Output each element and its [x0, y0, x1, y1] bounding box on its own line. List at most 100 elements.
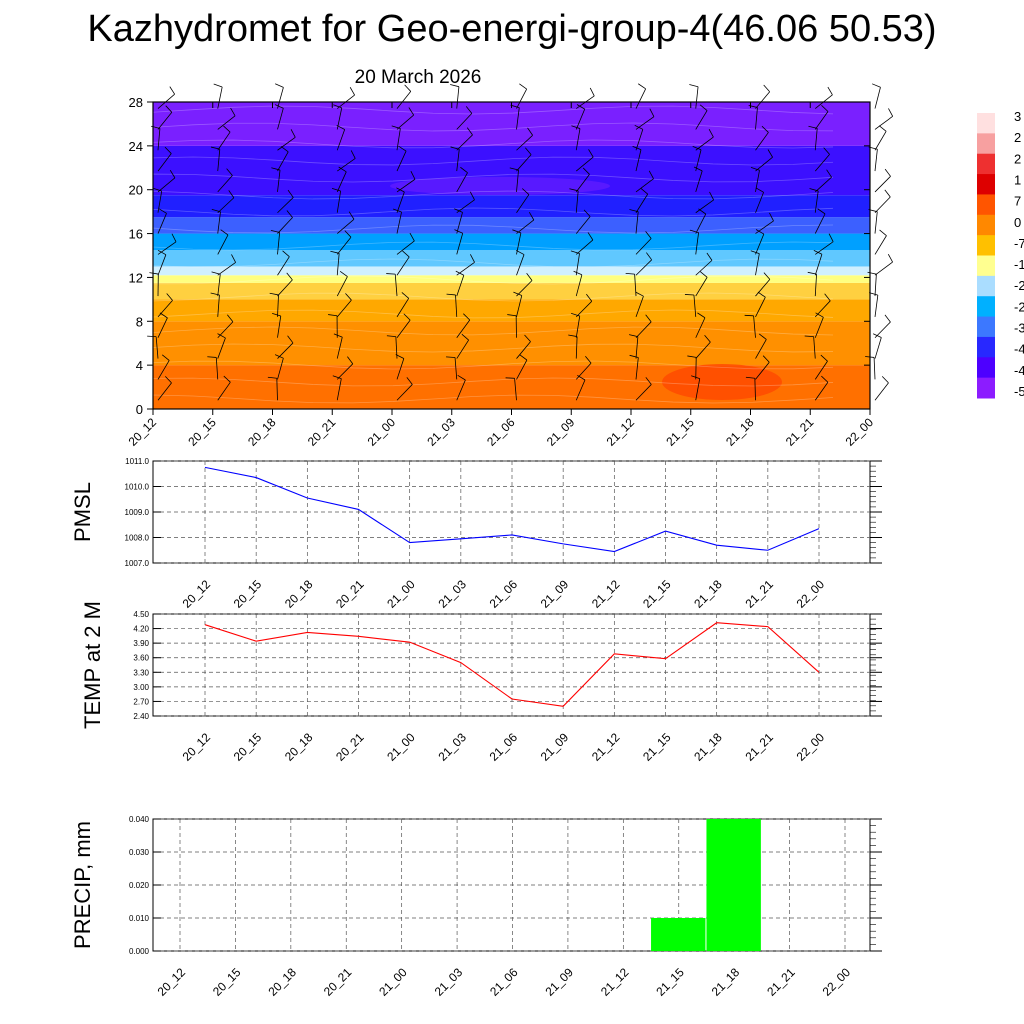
wind-barb-flag	[869, 292, 878, 296]
wind-barb-flag	[815, 312, 824, 318]
colorbar-label: 0	[1014, 215, 1021, 230]
wind-barb	[336, 107, 343, 130]
wind-barb-flag	[169, 86, 175, 95]
wind-barb-flag	[460, 166, 468, 174]
wind-barb-flag	[519, 354, 528, 361]
colorbar-segment	[977, 113, 995, 134]
wind-barb-flag	[164, 146, 172, 154]
wind-barb-flag	[350, 150, 356, 159]
x-tick-label: 21_12	[589, 577, 623, 611]
wind-barb	[695, 213, 707, 234]
cold-core-contour	[390, 177, 610, 195]
wind-barb-flag	[704, 334, 711, 343]
x-tick-label: 21_00	[384, 730, 418, 764]
x-tick-label: 21_00	[384, 577, 418, 611]
wind-barb-flag	[871, 83, 881, 88]
wind-barb	[635, 357, 639, 380]
wind-barb-flag	[522, 188, 530, 195]
wind-barb	[575, 362, 592, 380]
x-tick-label: 21_12	[589, 730, 623, 764]
wind-barb	[277, 358, 284, 380]
wind-barb	[516, 169, 519, 192]
wind-barb	[157, 360, 170, 380]
wind-barb	[456, 113, 473, 130]
wind-barb-flag	[708, 128, 714, 138]
wind-barb	[277, 256, 290, 276]
wind-barb-flag	[446, 293, 456, 296]
wind-barb	[217, 381, 231, 401]
wind-barb-flag	[744, 314, 754, 317]
wind-barb	[396, 191, 405, 213]
x-tick-label: 21_03	[432, 965, 466, 999]
wind-barb-flag	[408, 107, 415, 116]
wind-barb	[157, 300, 173, 318]
x-tick-label: 20_12	[126, 415, 160, 449]
wind-barb	[575, 174, 590, 193]
x-tick-label: 20_21	[333, 730, 367, 764]
wind-barb-flag	[881, 376, 889, 384]
wind-barb	[396, 91, 412, 109]
wind-barb	[695, 149, 702, 172]
wind-barb-flag	[347, 356, 354, 365]
wind-barb-flag	[230, 107, 236, 117]
wind-barb	[695, 86, 699, 109]
wind-barb	[157, 153, 172, 172]
wind-barb	[155, 336, 159, 359]
wind-barb-flag	[629, 354, 639, 358]
wind-barb-flag	[821, 104, 829, 112]
wind-barb	[516, 254, 525, 276]
x-tick-label: 20_15	[210, 965, 244, 999]
temperature-band	[153, 233, 870, 251]
wind-barb-flag	[519, 83, 527, 90]
temperature-band	[153, 321, 870, 366]
wind-barb	[456, 134, 473, 151]
wind-barb	[336, 171, 347, 193]
x-tick-label: 21_09	[543, 965, 577, 999]
wind-barb	[516, 219, 535, 234]
wind-barb-flag	[272, 313, 281, 317]
wind-barb	[814, 176, 832, 193]
series-line	[204, 622, 820, 707]
wind-barb	[336, 378, 342, 401]
wind-barb	[276, 378, 278, 401]
wind-barb	[157, 382, 172, 401]
y-tick-label: 16	[129, 227, 143, 242]
wind-barb-flag	[328, 314, 338, 317]
wind-barb-flag	[587, 232, 594, 241]
wind-barb-flag	[401, 292, 409, 299]
wind-barb	[277, 315, 282, 338]
wind-barb-flag	[697, 312, 706, 319]
colorbar-label: -4	[1014, 363, 1024, 378]
wind-barb	[814, 111, 829, 130]
precip-panel	[152, 818, 882, 952]
wind-barb	[516, 280, 533, 297]
contour-line	[152, 258, 834, 268]
wind-barb-flag	[406, 377, 413, 385]
contour-line	[152, 105, 834, 115]
wind-barb-flag	[645, 231, 652, 239]
wind-barb-flag	[286, 210, 293, 218]
wind-barb	[217, 211, 221, 234]
y-tick-label: 3.30	[133, 668, 149, 677]
wind-barb	[456, 172, 468, 193]
wind-barb	[277, 342, 294, 359]
wind-barb-flag	[274, 104, 284, 109]
wind-barb	[635, 116, 655, 130]
wind-barb	[575, 315, 581, 338]
wind-barb-flag	[158, 208, 167, 214]
wind-barb	[874, 196, 891, 214]
wind-barb-flag	[410, 171, 416, 180]
pmsl-panel	[152, 460, 882, 564]
wind-barb-flag	[646, 252, 653, 261]
wind-barb	[157, 241, 177, 255]
wind-barb	[755, 170, 760, 192]
colorbar-label: -1	[1014, 257, 1024, 272]
wind-barb-flag	[392, 208, 402, 213]
wind-barb-flag	[330, 250, 340, 254]
wind-barb-flag	[750, 167, 760, 171]
wind-barb	[575, 274, 583, 297]
colorbar-segment	[977, 377, 995, 399]
y-tick-label: 28	[129, 95, 143, 110]
wind-barb	[396, 319, 411, 338]
wind-barb	[695, 136, 714, 151]
